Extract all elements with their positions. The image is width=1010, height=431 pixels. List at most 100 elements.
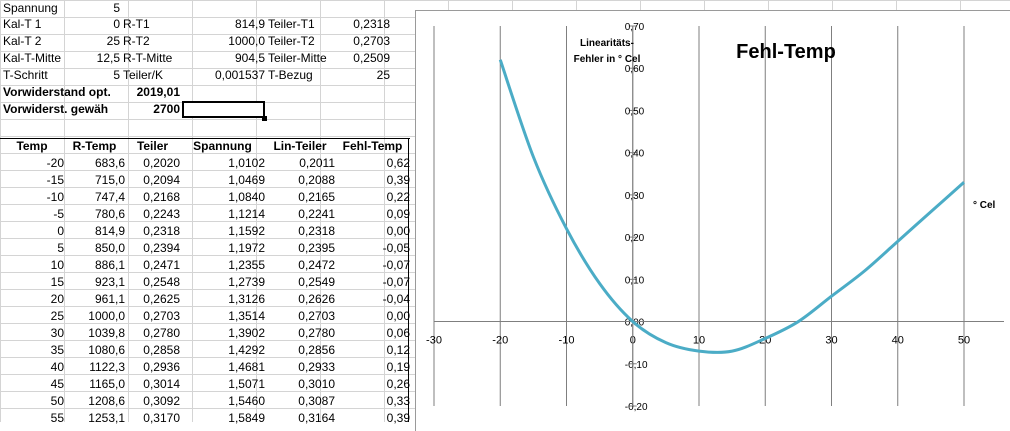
fill-handle[interactable]: [262, 116, 267, 121]
vorwiderst-gew-value[interactable]: 2700: [153, 102, 180, 116]
table-cell[interactable]: 0,2168: [143, 190, 180, 204]
param-label[interactable]: T-Schritt: [3, 68, 48, 82]
column-header[interactable]: Temp: [16, 139, 48, 153]
table-cell[interactable]: 0,2395: [298, 241, 335, 255]
table-cell[interactable]: 20: [50, 292, 64, 306]
table-cell[interactable]: 0: [57, 224, 64, 238]
table-cell[interactable]: 15: [50, 275, 64, 289]
param-label-3[interactable]: Teiler-T2: [268, 34, 315, 48]
table-cell[interactable]: 0,3170: [143, 411, 180, 425]
table-cell[interactable]: 0,2243: [143, 207, 180, 221]
table-cell[interactable]: 0,09: [386, 207, 410, 221]
table-cell[interactable]: 1208,6: [88, 394, 125, 408]
table-cell[interactable]: 0,22: [386, 190, 410, 204]
table-cell[interactable]: 0,2703: [298, 309, 335, 323]
table-cell[interactable]: 1,3514: [228, 309, 265, 323]
table-cell[interactable]: 1,2739: [228, 275, 265, 289]
selected-cell[interactable]: [182, 101, 265, 118]
table-cell[interactable]: 0,3092: [143, 394, 180, 408]
table-cell[interactable]: 886,1: [94, 258, 125, 272]
param-label-2[interactable]: R-T-Mitte: [123, 51, 173, 65]
table-cell[interactable]: 961,1: [94, 292, 125, 306]
table-cell[interactable]: 0,26: [386, 377, 410, 391]
table-cell[interactable]: 0,2780: [143, 326, 180, 340]
table-cell[interactable]: 0,19: [386, 360, 410, 374]
table-cell[interactable]: 0,2165: [298, 190, 335, 204]
table-cell[interactable]: 683,6: [94, 156, 125, 170]
table-cell[interactable]: 30: [50, 326, 64, 340]
table-cell[interactable]: 1,0102: [228, 156, 265, 170]
param-label[interactable]: Kal-T 2: [3, 34, 42, 48]
table-cell[interactable]: -15: [46, 173, 64, 187]
table-cell[interactable]: 0,00: [386, 224, 410, 238]
table-cell[interactable]: 0,2094: [143, 173, 180, 187]
chart-area[interactable]: -30-20-1001020304050-0,20-0,100,000,100,…: [415, 10, 1010, 431]
table-cell[interactable]: 0,2780: [298, 326, 335, 340]
vorwiderstand-value[interactable]: 2019,01: [136, 85, 180, 99]
table-cell[interactable]: -0,07: [382, 258, 410, 272]
table-cell[interactable]: 1122,3: [89, 360, 125, 374]
table-cell[interactable]: 1165,0: [89, 377, 125, 391]
table-cell[interactable]: -10: [46, 190, 64, 204]
table-cell[interactable]: 0,3087: [298, 394, 335, 408]
table-cell[interactable]: 0,2858: [143, 343, 180, 357]
table-cell[interactable]: 715,0: [94, 173, 125, 187]
param-label-2[interactable]: Teiler/K: [123, 68, 164, 82]
table-cell[interactable]: -0,04: [382, 292, 410, 306]
table-cell[interactable]: 1,4681: [228, 360, 265, 374]
param-label-3[interactable]: T-Bezug: [268, 68, 313, 82]
table-cell[interactable]: 0,39: [386, 411, 410, 425]
table-cell[interactable]: 0,2394: [143, 241, 180, 255]
vorwiderstand-label[interactable]: Vorwiderstand opt.: [3, 85, 111, 99]
table-cell[interactable]: 0,3164: [298, 411, 335, 425]
table-cell[interactable]: -0,05: [382, 241, 410, 255]
param-label[interactable]: Kal-T-Mitte: [3, 51, 62, 65]
param-value-2[interactable]: 904,5: [234, 51, 265, 65]
table-cell[interactable]: 0,2625: [143, 292, 180, 306]
table-cell[interactable]: 0,00: [386, 309, 410, 323]
table-cell[interactable]: 923,1: [94, 275, 125, 289]
table-cell[interactable]: 1,5071: [228, 377, 265, 391]
table-cell[interactable]: 0,12: [386, 343, 410, 357]
param-value-3[interactable]: 0,2509: [353, 51, 390, 65]
vorwiderst-gew-label[interactable]: Vorwiderst. gewäh: [3, 102, 109, 116]
table-cell[interactable]: 35: [50, 343, 64, 357]
table-cell[interactable]: 0,2088: [298, 173, 335, 187]
param-value[interactable]: 12,5: [96, 51, 120, 65]
table-cell[interactable]: 1,0469: [228, 173, 265, 187]
table-cell[interactable]: 0,62: [386, 156, 410, 170]
param-value[interactable]: 5: [113, 68, 120, 82]
column-header[interactable]: Lin-Teiler: [273, 139, 327, 153]
table-cell[interactable]: 0,2549: [298, 275, 335, 289]
table-cell[interactable]: 850,0: [94, 241, 125, 255]
table-cell[interactable]: 747,4: [94, 190, 125, 204]
table-cell[interactable]: 1,2355: [228, 258, 265, 272]
table-cell[interactable]: 1000,0: [88, 309, 125, 323]
table-cell[interactable]: 780,6: [94, 207, 125, 221]
table-cell[interactable]: 0,2472: [298, 258, 335, 272]
param-label-3[interactable]: Teiler-Mitte: [268, 51, 327, 65]
table-cell[interactable]: 0,2548: [143, 275, 180, 289]
table-cell[interactable]: 0,2241: [298, 207, 335, 221]
table-cell[interactable]: 0,39: [386, 173, 410, 187]
column-header[interactable]: Teiler: [136, 139, 169, 153]
column-header[interactable]: R-Temp: [72, 139, 117, 153]
table-cell[interactable]: 1,1214: [228, 207, 265, 221]
param-value[interactable]: 0: [113, 17, 120, 31]
table-cell[interactable]: 1,1972: [228, 241, 265, 255]
table-cell[interactable]: 0,2703: [143, 309, 180, 323]
table-cell[interactable]: -5: [53, 207, 64, 221]
table-cell[interactable]: 5: [57, 241, 64, 255]
table-cell[interactable]: 0,3010: [298, 377, 335, 391]
table-cell[interactable]: 0,2856: [298, 343, 335, 357]
param-value-2[interactable]: 1000,0: [228, 34, 265, 48]
table-cell[interactable]: 1039,8: [88, 326, 125, 340]
table-cell[interactable]: 0,2020: [143, 156, 180, 170]
table-cell[interactable]: 0,33: [386, 394, 410, 408]
param-value-3[interactable]: 25: [376, 68, 390, 82]
table-cell[interactable]: 0,2318: [143, 224, 180, 238]
table-cell[interactable]: 1,3902: [228, 326, 265, 340]
series-line[interactable]: [498, 59, 965, 354]
param-label-2[interactable]: R-T2: [123, 34, 150, 48]
column-header[interactable]: Fehl-Temp: [342, 139, 403, 153]
